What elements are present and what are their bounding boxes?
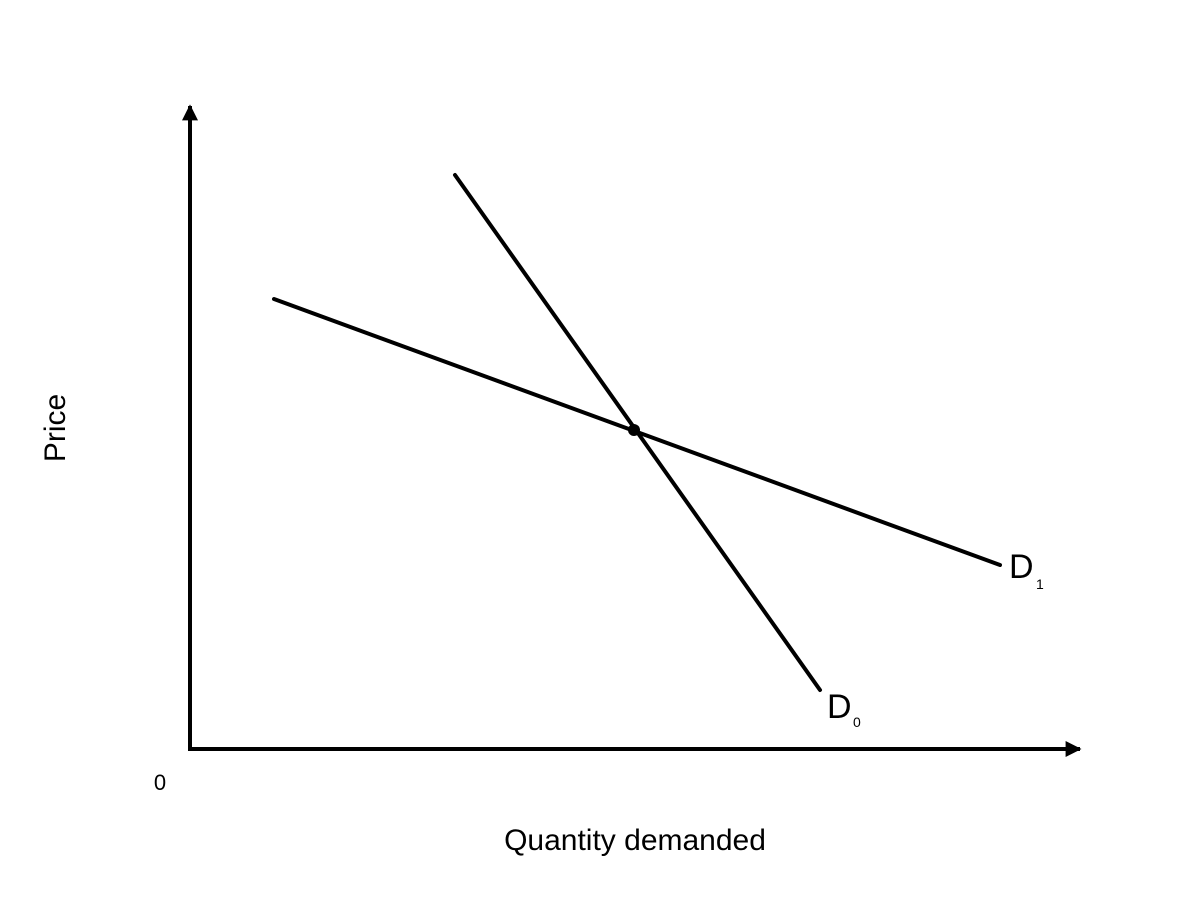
x-axis-label: Quantity demanded xyxy=(504,824,766,857)
curve-label: D xyxy=(827,688,852,726)
curve-subscript: 0 xyxy=(853,714,861,730)
curve-label: D xyxy=(1009,548,1034,586)
intersection-point xyxy=(628,424,640,436)
origin-label: 0 xyxy=(154,770,166,795)
y-axis-label: Price xyxy=(39,394,72,462)
curve-subscript: 1 xyxy=(1036,576,1044,592)
